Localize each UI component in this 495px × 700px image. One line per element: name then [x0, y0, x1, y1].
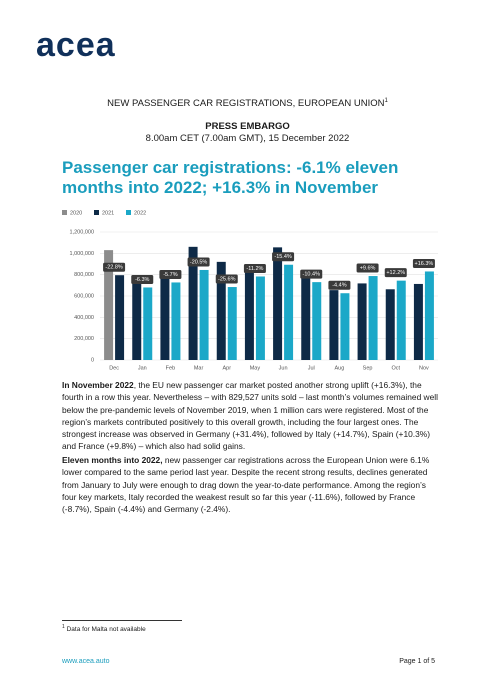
x-tick-label: Jan [138, 365, 147, 371]
x-tick-label: Jul [308, 365, 315, 371]
bar [104, 250, 114, 360]
bar [244, 266, 254, 360]
x-tick-label: Apr [222, 365, 231, 371]
label-box [243, 263, 266, 273]
x-tick-label: Nov [419, 365, 429, 371]
footnote-rule [62, 620, 182, 621]
bar [413, 283, 423, 360]
bar [160, 277, 170, 360]
embargo: PRESS EMBARGO [205, 121, 290, 132]
chart: 0 200,000 400,000 600,000 800,000 1,000,000 1,… [62, 210, 438, 371]
y-tick-label: 200,000 [74, 336, 94, 342]
y-tick-label: 1,000,000 [70, 251, 94, 257]
bar [199, 269, 209, 360]
data-label: -20.5% [190, 259, 208, 265]
label-box [384, 268, 407, 278]
bar [216, 261, 226, 360]
lead: Eleven months into 2022, [62, 455, 163, 465]
data-label: -5.7% [163, 272, 177, 278]
paragraph: In November 2022, the EU new passenger c… [62, 379, 442, 453]
legend-label: 2022 [134, 210, 146, 216]
headline: Passenger car registrations: -6.1% eleve… [62, 158, 399, 197]
body-text: , the EU new passenger car market posted… [62, 380, 438, 452]
legend-label: 2020 [70, 210, 82, 216]
x-tick-label: Dec [109, 365, 119, 371]
x-tick-label: Aug [335, 365, 345, 371]
bar [312, 282, 322, 360]
label-box [215, 274, 238, 284]
bar [396, 280, 406, 360]
label-box [159, 269, 182, 279]
y-tick-label: 400,000 [74, 315, 94, 321]
label-box [187, 257, 210, 267]
bar [227, 287, 237, 360]
bar [284, 264, 294, 360]
header-title: NEW PASSENGER CAR REGISTRATIONS, EUROPEA… [0, 98, 495, 109]
footnote-text: Data for Malta not available [66, 626, 146, 634]
data-label: -25.6% [218, 276, 236, 282]
bar [273, 247, 283, 360]
bar [340, 293, 350, 360]
bar [171, 282, 181, 360]
bar [115, 275, 125, 360]
y-tick-label: 1,200,000 [70, 229, 94, 235]
x-tick-label: Feb [166, 365, 175, 371]
x-tick-label: Sep [363, 365, 373, 371]
paragraph: Eleven months into 2022, new passenger c… [62, 454, 442, 515]
y-tick-label: 800,000 [74, 272, 94, 278]
footnote-ref: 1 [384, 98, 388, 104]
label-box [328, 280, 351, 290]
label-box [103, 262, 126, 272]
header-text: NEW PASSENGER CAR REGISTRATIONS, EUROPEA… [107, 98, 385, 110]
bar [329, 290, 339, 360]
footer-url: www.acea.auto [62, 658, 110, 665]
footnote: 1 Data for Malta not available [62, 624, 146, 633]
data-label: -15.4% [274, 254, 292, 260]
x-tick-label: Oct [391, 365, 400, 371]
label-box [412, 258, 435, 268]
label-box [300, 269, 323, 279]
x-tick-label: May [250, 365, 261, 371]
data-label: +12.2% [386, 270, 405, 276]
body-text: new passenger car registrations across t… [62, 455, 430, 515]
y-tick-label: 0 [91, 357, 94, 363]
bar [424, 271, 434, 360]
legend-label: 2021 [102, 210, 114, 216]
bar [368, 276, 378, 360]
data-label: -6.3% [135, 277, 149, 283]
label-box [131, 274, 154, 284]
footnote-ref: 1 [62, 624, 65, 630]
bar [188, 246, 198, 360]
data-label: -4.4% [332, 283, 346, 289]
legend-swatch [94, 210, 99, 215]
legend-swatch [126, 210, 131, 215]
data-label: -22.8% [105, 265, 123, 271]
logo: acea [36, 26, 116, 64]
data-label: -11.2% [246, 266, 263, 272]
label-box [272, 252, 295, 262]
embargo-time: 8.00am CET (7.00am GMT), 15 December 202… [145, 133, 350, 144]
data-label: -10.4% [303, 272, 321, 278]
y-tick-label: 600,000 [74, 293, 94, 299]
x-tick-label: Jun [279, 365, 288, 371]
bar [301, 273, 311, 360]
page-number: Page 1 of 5 [399, 658, 435, 665]
bar [385, 289, 395, 360]
bar [143, 287, 153, 360]
label-box [356, 263, 379, 273]
data-label: +16.3% [415, 261, 434, 267]
legend-swatch [62, 210, 67, 215]
bar [357, 283, 367, 360]
lead: In November 2022 [62, 380, 134, 390]
x-tick-label: Mar [194, 365, 204, 371]
data-label: +9.6% [360, 266, 376, 272]
bar [132, 282, 142, 360]
bar [255, 276, 265, 360]
